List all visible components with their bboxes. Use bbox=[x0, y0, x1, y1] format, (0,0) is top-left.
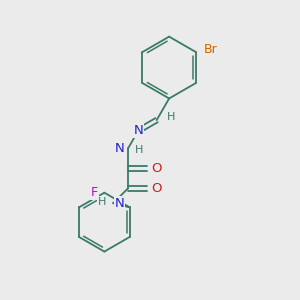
Text: N: N bbox=[115, 142, 125, 154]
Text: H: H bbox=[167, 112, 175, 122]
Text: N: N bbox=[133, 124, 143, 137]
Text: Br: Br bbox=[204, 43, 218, 56]
Text: O: O bbox=[152, 182, 162, 195]
Text: O: O bbox=[152, 162, 162, 175]
Text: H: H bbox=[98, 197, 107, 207]
Text: F: F bbox=[91, 186, 98, 199]
Text: H: H bbox=[135, 145, 143, 154]
Text: N: N bbox=[115, 197, 124, 210]
